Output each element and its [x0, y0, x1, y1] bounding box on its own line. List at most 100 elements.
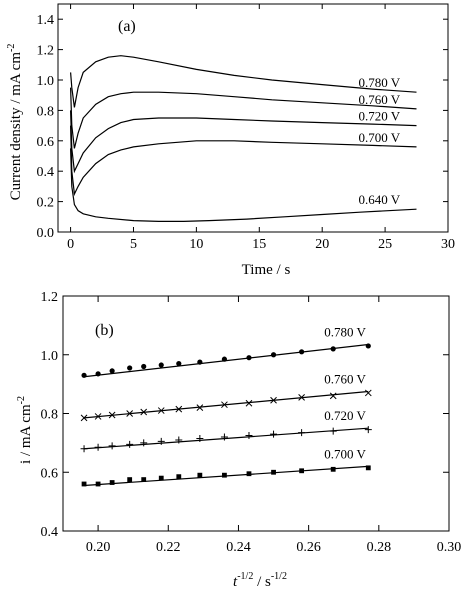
panel-a-y-tick-label: 0.4	[37, 165, 55, 180]
panel-b-y-axis-title-sup: -2	[16, 396, 27, 404]
panel-b-data-point	[329, 427, 337, 435]
panel-b-data-point	[197, 359, 203, 365]
panel-b-data-point	[95, 371, 101, 377]
panel-b-data-point	[80, 414, 88, 422]
panel-b-data-point	[126, 410, 134, 417]
panel-b-plot-area: 0.20 0.22 0.24 0.26 0.28 0.30 0.4 0.6 0.8 1.0 1.2 0…	[41, 290, 462, 555]
panel-b-data-point	[270, 430, 278, 438]
panel-b-y-tick-label: 0.4	[41, 525, 59, 540]
panel-b-data-point	[329, 392, 337, 400]
panel-a-x-tick-label: 0	[67, 237, 74, 252]
panel-a-series-label: 0.700 V	[359, 130, 401, 145]
panel-b-data-point	[175, 405, 183, 413]
panel-b-data-point	[158, 362, 164, 368]
panel-b-data-point	[330, 346, 336, 352]
panel-b-data-point	[271, 469, 276, 475]
panel-b-data-point	[197, 472, 203, 478]
panel-b-data-point	[365, 343, 371, 349]
panel-b-data-point	[220, 433, 228, 441]
panel-a-x-tick-label: 25	[378, 237, 392, 252]
panel-a-y-tick-label: 1.4	[37, 13, 55, 28]
panel-a-series-line	[70, 125, 417, 197]
panel-b-frame	[62, 295, 450, 532]
panel-b-fit-line	[83, 390, 369, 419]
panel-a-series-label: 0.780 V	[359, 75, 401, 90]
panel-b-x-tick-label: 0.28	[367, 540, 392, 555]
panel-b-data-point	[81, 372, 87, 378]
panel-b-x-axis-title-exp: -1/2	[237, 571, 253, 582]
panel-b-data-point	[109, 480, 115, 485]
panel-b-data-point	[140, 408, 148, 416]
panel-b-fit-line	[84, 427, 369, 450]
panel-b-data-point	[94, 413, 102, 420]
panel-a-x-tick-label: 30	[441, 237, 455, 252]
panel-b-data-point	[81, 481, 87, 487]
panel-a-y-axis-title-main: Current density / mA cm	[8, 52, 24, 201]
panel-b-data-point	[157, 407, 165, 414]
panel-b-y-tick-label: 1.0	[41, 349, 59, 364]
panel-b-data-point	[298, 429, 306, 437]
panel-a-series-line	[70, 110, 417, 174]
panel-a-series-label: 0.640 V	[359, 192, 401, 207]
panel-a-series-label: 0.720 V	[359, 109, 401, 124]
panel-a-y-tick-label: 1.0	[37, 74, 55, 89]
panel-b-data-point	[126, 440, 134, 448]
panel-b-series-label: 0.720 V	[324, 408, 366, 423]
panel-b-data-point	[364, 426, 372, 434]
panel-a-x-tick-label: 15	[252, 237, 266, 252]
panel-b-y-axis-title: i / mA cm-2	[16, 396, 34, 464]
panel-b-x-tick-label: 0.24	[226, 540, 251, 555]
panel-b-data-point	[221, 356, 228, 362]
panel-a-y-tick-label: 0.8	[37, 104, 55, 119]
panel-b-data-point	[270, 396, 277, 404]
panel-b-data-point	[127, 477, 133, 482]
panel-b-y-axis-title-main: i / mA cm	[18, 404, 34, 464]
panel-b-data-point	[246, 471, 252, 477]
panel-a-x-tick-label: 20	[315, 237, 329, 252]
panel-b-data-point	[245, 432, 253, 440]
panel-b-data-point	[330, 466, 336, 472]
panel-b-data-point	[80, 445, 88, 453]
panel-a-x-axis-title: Time / s	[242, 262, 291, 278]
panel-b-data-point	[108, 442, 116, 450]
panel-b-data-point	[157, 437, 165, 445]
panel-a-series-label: 0.760 V	[359, 92, 401, 107]
panel-b-series-label: 0.760 V	[324, 371, 366, 386]
panel-a-series-line	[70, 148, 417, 222]
panel-b-x-axis-title-unit-exp: -1/2	[271, 571, 287, 582]
panel-b-data-point	[94, 443, 102, 451]
panel-a-y-axis-title: Current density / mA cm-2	[6, 44, 24, 201]
panel-b-x-tick-label: 0.30	[437, 540, 462, 555]
panel-b-data-point	[245, 399, 253, 407]
panel-a-y-tick-label: 1.2	[37, 44, 55, 59]
panel-b-data-point	[196, 404, 204, 411]
panel-a-plot-area: 0 5 10 15 20 25 30 0.0 0.2 0.4 0.6 0.8 1.0 1.2 1.4 0.78…	[37, 3, 455, 252]
panel-b-data-point	[95, 481, 101, 487]
panel-a-y-tick-label: 0.6	[37, 135, 55, 150]
panel-b-y-tick-label: 0.8	[41, 408, 59, 423]
panel-b-x-tick-label: 0.22	[156, 540, 181, 555]
panel-b-data-point	[222, 472, 227, 478]
panel-b-data-point	[108, 411, 116, 419]
panel-b-data-point	[298, 393, 305, 401]
panel-b-data-point	[141, 363, 147, 370]
panel-b-data-point	[127, 365, 133, 371]
panel-a-x-tick-label: 5	[130, 237, 137, 252]
panel-b-y-tick-label: 0.6	[41, 466, 59, 481]
panel-b-tag: (b)	[95, 322, 114, 339]
panel-b-data-point	[176, 360, 182, 367]
panel-b-data-point	[140, 439, 148, 447]
panel-b-chart: (b) 0.20 0.22 0.24 0.26 0.28 0.30 0.4 0.6 0.8 1.0…	[16, 290, 461, 590]
panel-b-data-point	[141, 477, 147, 482]
panel-b-data-point	[196, 434, 204, 442]
panel-b-data-point	[364, 389, 372, 397]
panel-b-x-axis-title-main: t	[233, 574, 238, 590]
panel-b-series-label: 0.780 V	[324, 324, 366, 339]
panel-b-data-point	[246, 355, 252, 361]
panel-b-data-point	[221, 401, 228, 409]
panel-b-data-point	[175, 436, 183, 444]
panel-a-frame	[57, 3, 449, 233]
panel-a-y-axis-title-sup: -2	[6, 44, 17, 52]
panel-b-x-axis-title: t-1/2 / s-1/2	[233, 571, 287, 590]
